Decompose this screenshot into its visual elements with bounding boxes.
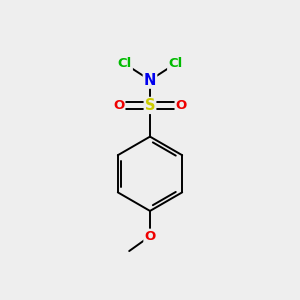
Text: N: N — [144, 73, 156, 88]
Text: Cl: Cl — [168, 57, 182, 70]
Text: O: O — [113, 99, 124, 112]
Text: Cl: Cl — [118, 57, 132, 70]
Text: S: S — [145, 98, 155, 113]
Text: O: O — [144, 230, 156, 243]
Text: O: O — [176, 99, 187, 112]
